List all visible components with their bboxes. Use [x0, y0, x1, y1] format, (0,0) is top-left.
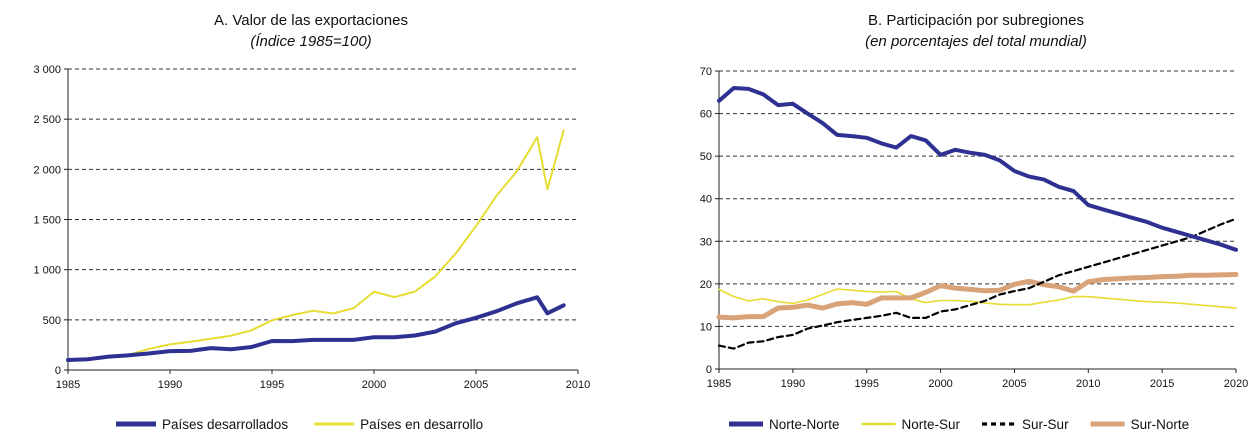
chart-b-series [716, 86, 1239, 350]
chart-a-x-tick-label: 2005 [464, 379, 488, 391]
chart-a-x-tick-label: 2010 [566, 379, 590, 391]
chart-a-legend-label-paises-en-desarrollo: Países en desarrollo [360, 417, 483, 430]
chart-a-x-ticks: 1985 1990 1995 2000 2005 2010 [56, 370, 590, 391]
chart-a-series [66, 129, 566, 362]
chart-b-x-tick-label: 2020 [1224, 378, 1248, 390]
chart-a-legend-label-paises-desarrollados: Países desarrollados [162, 417, 288, 430]
chart-a-subtitle: (Índice 1985=100) [250, 33, 371, 50]
chart-a-y-tick-label: 500 [43, 315, 61, 327]
chart-b-title: B. Participación por subregiones [868, 12, 1084, 29]
chart-b-y-ticks: 0 10 20 30 40 50 60 70 [700, 66, 719, 376]
chart-b-gridlines [719, 70, 1236, 327]
chart-b-y-tick-label: 40 [700, 194, 712, 206]
chart-b-series-line-norte-norte [717, 86, 1238, 252]
chart-b-x-tick-label: 2010 [1076, 378, 1100, 390]
chart-b-legend-label-sur-sur: Sur-Sur [1022, 417, 1069, 430]
chart-a: A. Valor de las exportaciones (Índice 19… [33, 12, 590, 430]
chart-a-y-tick-label: 2 500 [33, 114, 61, 126]
chart-b-y-tick-label: 60 [700, 109, 712, 121]
chart-b-axes [718, 71, 1236, 370]
chart-a-y-tick-label: 0 [55, 365, 61, 377]
chart-b-legend-label-norte-sur: Norte-Sur [902, 417, 961, 430]
chart-a-y-tick-label: 2 000 [33, 164, 61, 176]
chart-b-x-tick-label: 1990 [781, 378, 805, 390]
chart-b-series-line-sur-sur [717, 217, 1238, 350]
chart-a-legend: Países desarrollados Países en desarrollo [116, 417, 483, 430]
chart-b-x-tick-label: 2000 [928, 378, 952, 390]
chart-b-series-line-norte-sur [718, 288, 1237, 309]
chart-b-legend-label-norte-norte: Norte-Norte [769, 417, 840, 430]
chart-b-x-ticks: 1985 1990 1995 2000 2005 2010 2015 2020 [707, 369, 1248, 390]
chart-a-y-tick-label: 1 000 [33, 265, 61, 277]
chart-b-y-tick-label: 0 [706, 364, 712, 376]
chart-b-y-tick-label: 50 [700, 151, 712, 163]
chart-a-series-line-paises-desarrollados [66, 295, 566, 362]
chart-a-x-tick-label: 1985 [56, 379, 80, 391]
chart-a-series-line-paises-en-desarrollo [67, 129, 565, 361]
chart-a-y-tick-label: 1 500 [33, 215, 61, 227]
chart-a-x-tick-label: 1995 [260, 379, 284, 391]
chart-b-y-tick-label: 30 [700, 236, 712, 248]
chart-b-y-tick-label: 20 [700, 279, 712, 291]
chart-b: B. Participación por subregiones (en por… [700, 12, 1248, 430]
chart-a-title: A. Valor de las exportaciones [214, 12, 408, 29]
chart-b-legend: Norte-Norte Norte-Sur Sur-Sur Sur-Norte [729, 417, 1189, 430]
chart-b-y-tick-label: 10 [700, 321, 712, 333]
chart-a-gridlines [68, 68, 578, 321]
chart-a-x-tick-label: 1990 [158, 379, 182, 391]
chart-b-legend-label-sur-norte: Sur-Norte [1131, 417, 1190, 430]
chart-b-x-tick-label: 2015 [1150, 378, 1174, 390]
chart-a-x-tick-label: 2000 [362, 379, 386, 391]
chart-b-series-line-sur-norte [716, 272, 1239, 321]
chart-b-y-tick-label: 70 [700, 66, 712, 78]
chart-b-x-tick-label: 1985 [707, 378, 731, 390]
chart-b-x-tick-label: 2005 [1002, 378, 1026, 390]
chart-a-y-ticks: 0 500 1 000 1 500 2 000 2 500 3 000 [33, 64, 68, 377]
chart-b-subtitle: (en porcentajes del total mundial) [865, 33, 1087, 50]
chart-b-x-tick-label: 1995 [854, 378, 878, 390]
chart-a-y-tick-label: 3 000 [33, 64, 61, 76]
